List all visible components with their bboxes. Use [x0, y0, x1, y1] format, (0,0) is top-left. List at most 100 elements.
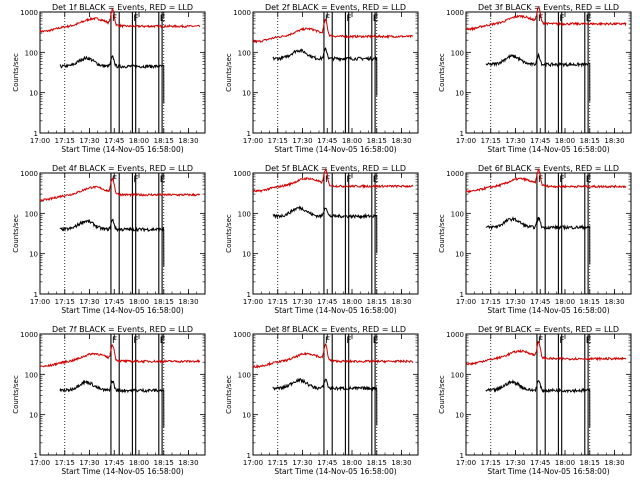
series-line-lld — [465, 340, 627, 366]
x-axis-label: Start Time (14-Nov-05 16:58:00) — [487, 145, 609, 154]
y-tick-label: 1000 — [233, 331, 251, 339]
y-axis-label: Counts/sec — [438, 53, 446, 92]
panel-title: Det 4f BLACK = Events, RED = LLD — [52, 164, 193, 173]
panel-title: Det 7f BLACK = Events, RED = LLD — [52, 325, 193, 334]
panel-6: Det 6f BLACK = Events, RED = LLD 1 10 100 10… — [438, 164, 632, 315]
series-line-events — [59, 55, 165, 104]
x-tick-label: 17:00 — [30, 298, 50, 306]
series-line-events — [485, 215, 591, 265]
y-tick-label: 1000 — [446, 331, 464, 339]
interval-marker-label: F — [325, 336, 330, 346]
x-tick-label: 17:30 — [292, 298, 312, 306]
y-tick-label: 100 — [25, 49, 38, 57]
y-axis-label: Counts/sec — [225, 375, 233, 414]
interval-marker-label: F — [133, 175, 138, 185]
x-tick-label: 17:30 — [79, 298, 99, 306]
y-tick-label: 10 — [29, 90, 38, 98]
panel-1: Det 1f BLACK = Events, RED = LLD 1 10 100 10… — [12, 3, 206, 154]
x-tick-label: 17:15 — [55, 137, 75, 145]
y-axis-label: Counts/sec — [225, 214, 233, 253]
y-tick-label: 100 — [451, 371, 464, 379]
series-line-events — [272, 46, 378, 96]
x-tick-label: 18:00 — [342, 137, 362, 145]
x-tick-label: 18:30 — [391, 298, 411, 306]
x-tick-label: 17:15 — [268, 137, 288, 145]
panel-title: Det 9f BLACK = Events, RED = LLD — [478, 325, 619, 334]
x-tick-label: 18:15 — [580, 137, 600, 145]
panel-title: Det 2f BLACK = Events, RED = LLD — [265, 3, 406, 12]
y-tick-label: 1000 — [446, 9, 464, 17]
x-tick-label: 17:00 — [30, 137, 50, 145]
y-tick-label: 1 — [247, 452, 251, 460]
panel-8: Det 8f BLACK = Events, RED = LLD 1 10 100 10… — [225, 325, 419, 476]
y-tick-label: 1000 — [20, 331, 38, 339]
x-tick-label: 17:45 — [530, 298, 550, 306]
x-tick-label: 17:45 — [104, 459, 124, 467]
series-line-events — [485, 52, 591, 102]
interval-marker-label: E — [586, 14, 592, 24]
series-line-events — [485, 379, 591, 428]
x-tick-label: 17:15 — [481, 137, 501, 145]
panel-title: Det 3f BLACK = Events, RED = LLD — [478, 3, 619, 12]
interval-marker-label: F — [346, 14, 351, 24]
y-tick-label: 1000 — [233, 9, 251, 17]
x-tick-label: 17:15 — [55, 298, 75, 306]
x-tick-label: 18:00 — [342, 459, 362, 467]
interval-marker-label: E — [160, 175, 166, 185]
panel-2: Det 2f BLACK = Events, RED = LLD 1 10 100 10… — [225, 3, 419, 154]
series-line-lld — [39, 343, 201, 368]
x-tick-label: 17:30 — [79, 459, 99, 467]
y-tick-label: 10 — [455, 251, 464, 259]
interval-marker-label: F — [112, 336, 117, 346]
x-tick-label: 17:45 — [530, 459, 550, 467]
x-tick-label: 17:15 — [481, 459, 501, 467]
x-tick-label: 18:30 — [604, 298, 624, 306]
interval-marker-label: E — [160, 336, 166, 346]
x-tick-label: 18:15 — [580, 298, 600, 306]
y-tick-label: 1 — [247, 130, 251, 138]
series-line-lld — [252, 342, 414, 369]
panel-3: Det 3f BLACK = Events, RED = LLD 1 10 100 10… — [438, 3, 632, 154]
x-tick-label: 17:45 — [530, 137, 550, 145]
x-tick-label: 17:15 — [268, 298, 288, 306]
panel-7: Det 7f BLACK = Events, RED = LLD 1 10 100 10… — [12, 325, 206, 476]
x-tick-label: 18:00 — [129, 459, 149, 467]
x-tick-label: 18:00 — [555, 298, 575, 306]
y-tick-label: 1 — [247, 291, 251, 299]
x-tick-label: 18:30 — [604, 137, 624, 145]
x-tick-label: 18:15 — [154, 137, 174, 145]
x-axis-label: Start Time (14-Nov-05 16:58:00) — [274, 467, 396, 476]
x-tick-label: 17:00 — [243, 459, 263, 467]
panel-9: Det 9f BLACK = Events, RED = LLD 1 10 100 10… — [438, 325, 632, 476]
x-axis-label: Start Time (14-Nov-05 16:58:00) — [274, 306, 396, 315]
x-tick-label: 18:30 — [178, 459, 198, 467]
x-axis-label: Start Time (14-Nov-05 16:58:00) — [487, 467, 609, 476]
x-tick-label: 18:30 — [391, 459, 411, 467]
y-tick-label: 1 — [34, 291, 38, 299]
interval-marker-label: E — [160, 14, 166, 24]
x-tick-label: 17:45 — [104, 298, 124, 306]
y-tick-label: 100 — [25, 210, 38, 218]
series-line-events — [272, 205, 378, 254]
y-axis-label: Counts/sec — [225, 53, 233, 92]
x-tick-label: 17:00 — [30, 459, 50, 467]
interval-marker-label: F — [559, 14, 564, 24]
y-tick-label: 10 — [29, 412, 38, 420]
x-tick-label: 17:30 — [79, 137, 99, 145]
y-tick-label: 100 — [25, 371, 38, 379]
x-axis-label: Start Time (14-Nov-05 16:58:00) — [487, 306, 609, 315]
interval-marker-label: F — [559, 175, 564, 185]
interval-marker-label: F — [346, 336, 351, 346]
x-tick-label: 18:15 — [367, 298, 387, 306]
x-tick-label: 17:45 — [317, 137, 337, 145]
interval-marker-label: E — [586, 336, 592, 346]
y-tick-label: 100 — [451, 49, 464, 57]
x-axis-label: Start Time (14-Nov-05 16:58:00) — [61, 467, 183, 476]
interval-marker-label: F — [346, 175, 351, 185]
x-tick-label: 17:45 — [317, 459, 337, 467]
interval-marker-label: E — [373, 336, 379, 346]
x-tick-label: 17:30 — [292, 137, 312, 145]
series-line-lld — [252, 18, 414, 44]
x-tick-label: 17:30 — [505, 459, 525, 467]
